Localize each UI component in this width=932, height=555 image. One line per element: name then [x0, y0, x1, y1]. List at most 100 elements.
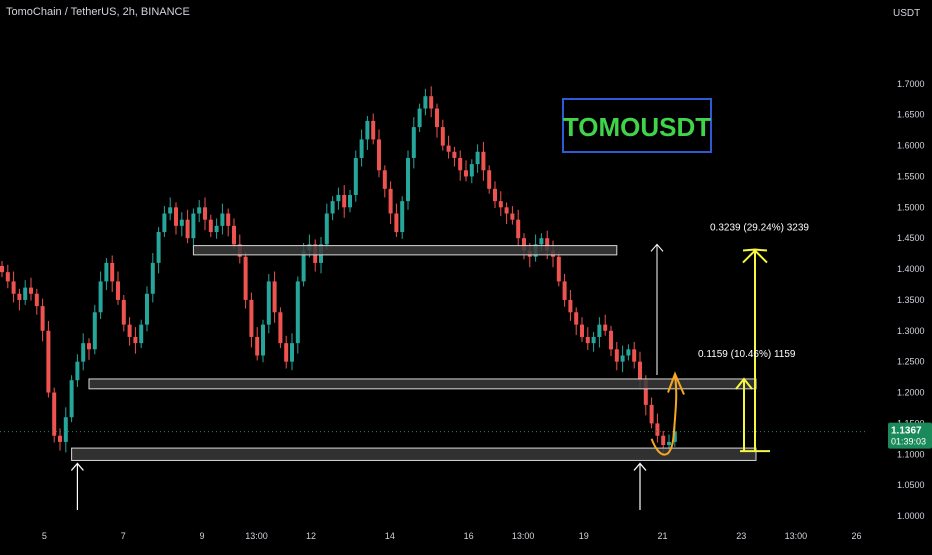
- candle-body: [92, 312, 97, 350]
- time-tick-label: 13:00: [785, 531, 808, 541]
- candle-body: [11, 281, 16, 294]
- tomousdt-badge: [562, 98, 712, 153]
- candle-body: [487, 170, 492, 189]
- candle-body: [179, 219, 184, 226]
- candle-body: [348, 194, 352, 208]
- candle-body: [400, 201, 405, 233]
- candle-body: [284, 343, 289, 362]
- current-price-countdown: 01:39:03: [891, 437, 926, 447]
- candle-body: [568, 299, 573, 313]
- candle-body: [406, 157, 410, 202]
- candle-body: [255, 336, 260, 356]
- time-tick-label: 7: [121, 531, 126, 541]
- candle-body: [301, 250, 306, 282]
- orange-projection-arrowhead: [667, 371, 685, 395]
- candle-body: [226, 213, 231, 226]
- candle-body: [261, 324, 265, 356]
- annotations-group: 0.3239 (29.24%) 3239 0.1159 (10.46%) 1159…: [0, 98, 866, 510]
- candle-body: [475, 151, 480, 165]
- price-tick-label: 1.3500: [897, 295, 925, 305]
- candle-body: [174, 207, 178, 226]
- candle-body: [382, 170, 387, 189]
- candle-body: [63, 417, 68, 442]
- candle-body: [266, 281, 271, 325]
- candle-body: [58, 435, 62, 442]
- measure-small-label: 0.1159 (10.46%) 1159: [698, 349, 796, 360]
- candle-body: [191, 213, 196, 239]
- candle-body: [429, 96, 434, 109]
- candle-body: [516, 219, 521, 239]
- candle-body: [104, 262, 109, 282]
- price-tick-label: 1.1000: [897, 449, 925, 459]
- candle-body: [365, 120, 370, 140]
- candle-body: [330, 201, 335, 214]
- price-tick-label: 1.7000: [897, 79, 925, 89]
- up-arrow-head: [70, 462, 84, 471]
- current-price-box: [888, 422, 932, 449]
- candle-body: [643, 380, 648, 405]
- candle-body: [562, 281, 567, 300]
- candle-body: [452, 151, 457, 158]
- tomousdt-badge-text: TOMOUSDT: [563, 112, 711, 142]
- candle-body: [139, 324, 144, 344]
- candle-body: [388, 188, 393, 214]
- candle-body: [417, 108, 422, 128]
- zone-support: [71, 447, 757, 461]
- price-tick-label: 1.4000: [897, 264, 925, 274]
- candle-body: [23, 287, 28, 300]
- candle-body: [110, 262, 115, 282]
- measure-large-label: 0.3239 (29.24%) 3239: [710, 223, 809, 234]
- candle-body: [672, 431, 677, 442]
- candle-body: [469, 164, 474, 177]
- candle-body: [162, 213, 167, 233]
- orange-projection-curve: [650, 375, 678, 456]
- candle-body: [655, 423, 660, 436]
- price-tick-label: 1.3000: [897, 326, 925, 336]
- candle-body: [377, 139, 381, 171]
- current-price-value: 1.1367: [891, 426, 922, 437]
- candle-body: [342, 194, 347, 208]
- up-arrow-head: [633, 462, 647, 471]
- time-tick-label: 9: [199, 531, 204, 541]
- zones-group: [71, 245, 757, 461]
- measure-large-arrowhead: [742, 248, 768, 264]
- candle-body: [272, 281, 277, 313]
- candle-body: [116, 281, 120, 300]
- currency-label: USDT: [893, 8, 920, 19]
- candle-body: [585, 336, 590, 344]
- time-tick-label: 26: [851, 531, 861, 541]
- candle-body: [661, 435, 666, 446]
- candle-body: [493, 188, 497, 202]
- time-tick-label: 23: [736, 531, 746, 541]
- price-tick-label: 1.6000: [897, 141, 925, 151]
- price-tick-label: 1.4500: [897, 233, 925, 243]
- candle-body: [87, 343, 91, 350]
- candle-body: [539, 238, 544, 245]
- candle-body: [40, 306, 45, 331]
- candle-body: [353, 157, 358, 195]
- candle-body: [481, 151, 486, 171]
- time-axis[interactable]: 5 7 9 13:00 12 14 16 13:00 19 21 23 13:00 26: [42, 531, 862, 541]
- candle-body: [574, 312, 579, 325]
- candle-body: [464, 170, 468, 177]
- candle-body: [435, 108, 439, 128]
- candle-body: [626, 349, 631, 356]
- candle-body: [150, 262, 155, 294]
- candle-body: [336, 194, 341, 202]
- symbol-title[interactable]: TomoChain / TetherUS, 2h, BINANCE: [6, 6, 190, 18]
- time-tick-label: 19: [579, 531, 589, 541]
- candle-body: [127, 324, 132, 337]
- candle-body: [185, 219, 190, 239]
- candle-body: [168, 207, 173, 214]
- candle-body: [423, 96, 428, 109]
- candle-body: [197, 207, 202, 214]
- candle-body: [295, 281, 300, 344]
- price-axis[interactable]: USDT1.00001.05001.10001.15001.20001.2500…: [888, 8, 932, 521]
- candle-body: [458, 157, 463, 171]
- time-tick-label: 13:00: [245, 531, 268, 541]
- candle-body: [638, 361, 642, 381]
- price-tick-label: 1.2000: [897, 388, 925, 398]
- time-tick-label: 14: [385, 531, 395, 541]
